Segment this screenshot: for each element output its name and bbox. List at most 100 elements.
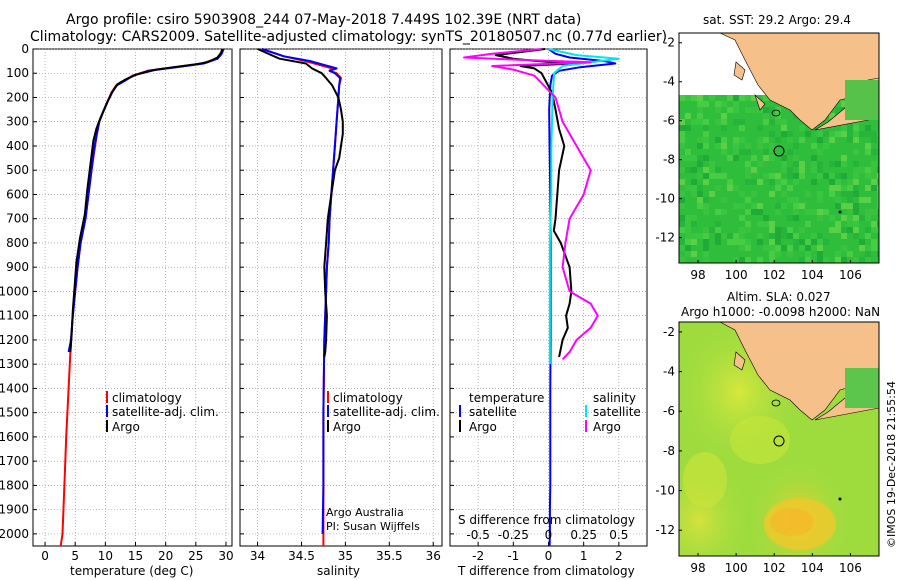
salinity-axis-label: salinity bbox=[317, 564, 360, 578]
lat-tick-label: -2 bbox=[663, 325, 675, 339]
x-tick-label: 2 bbox=[615, 549, 623, 563]
x-tick-label: 34.5 bbox=[288, 549, 315, 563]
difference-panel: -2 -1 0 1 2 -0.5 -0.25 0 0.25 0.5 T difference f… bbox=[449, 48, 648, 578]
x-tick-label: -1 bbox=[507, 549, 519, 563]
series-line-satellite-adj-clim- bbox=[67, 48, 225, 353]
x-tick-label: 34 bbox=[250, 549, 265, 563]
difference-legend: temperature satellite Argo salinity sate… bbox=[459, 391, 641, 434]
depth-tick-label: 1200 bbox=[0, 333, 29, 347]
lat-tick-label: -8 bbox=[663, 444, 675, 458]
lat-tick-label: -8 bbox=[663, 153, 675, 167]
lat-tick-label: -6 bbox=[663, 114, 675, 128]
legend-climatology-s: climatology bbox=[333, 391, 403, 405]
series-line-s-satellite bbox=[548, 48, 620, 365]
depth-tick-label: 600 bbox=[6, 187, 29, 201]
header-line-2: Climatology: CARS2009. Satellite-adjuste… bbox=[30, 29, 667, 45]
s-difference-axis-label: S difference from climatology bbox=[458, 513, 635, 527]
sla-map: Altim. SLA: 0.027 Argo h1000: -0.0098 h2… bbox=[655, 290, 880, 575]
imos-watermark: ©IMOS 19-Dec-2018 21:55:54 bbox=[885, 381, 898, 548]
s-tick-label: 0 bbox=[545, 528, 553, 542]
depth-tick-label: 0 bbox=[21, 42, 29, 56]
depth-tick-label: 1100 bbox=[0, 309, 29, 323]
s-tick-label: 0.25 bbox=[570, 528, 597, 542]
x-tick-label: 20 bbox=[158, 549, 173, 563]
depth-tick-label: 800 bbox=[6, 236, 29, 250]
sla-map-title-1: Altim. SLA: 0.027 bbox=[727, 290, 831, 304]
x-tick-label: 25 bbox=[188, 549, 203, 563]
lon-tick-label: 100 bbox=[725, 561, 748, 575]
x-tick-label: 0 bbox=[545, 549, 553, 563]
depth-tick-label: 1300 bbox=[0, 357, 29, 371]
x-tick-label: 36 bbox=[426, 549, 441, 563]
series-line-climatology bbox=[261, 48, 342, 546]
sla-field bbox=[679, 322, 879, 556]
lon-tick-label: 104 bbox=[801, 268, 824, 282]
depth-tick-label: 2000 bbox=[0, 527, 29, 541]
depth-tick-label: 1500 bbox=[0, 406, 29, 420]
depth-tick-label: 1900 bbox=[0, 503, 29, 517]
legend-climatology: climatology bbox=[112, 391, 182, 405]
lon-tick-label: 98 bbox=[690, 561, 705, 575]
sst-map-lon-ticks: 98 100 102 104 106 bbox=[690, 260, 862, 282]
legend-s-satellite: satellite bbox=[593, 405, 641, 419]
depth-tick-label: 1700 bbox=[0, 454, 29, 468]
lon-tick-label: 102 bbox=[763, 561, 786, 575]
depth-tick-label: 900 bbox=[6, 260, 29, 274]
x-tick-label: 15 bbox=[128, 549, 143, 563]
sst-field bbox=[679, 33, 879, 263]
x-tick-label: 0 bbox=[41, 549, 49, 563]
sst-map-title: sat. SST: 29.2 Argo: 29.4 bbox=[703, 13, 851, 27]
sla-map-title-2: Argo h1000: -0.0098 h2000: NaN bbox=[681, 305, 880, 319]
lon-tick-label: 106 bbox=[839, 268, 862, 282]
sst-map-lat-ticks: -2 -4 -6 -8 -10 -12 bbox=[655, 36, 682, 245]
legend-temperature-title: temperature bbox=[469, 391, 544, 405]
x-tick-label: 10 bbox=[98, 549, 113, 563]
header-line-1: Argo profile: csiro 5903908_244 07-May-2… bbox=[66, 12, 581, 28]
legend-s-argo: Argo bbox=[593, 420, 621, 434]
t-diff-tick-labels: -2 -1 0 1 2 bbox=[472, 549, 623, 563]
depth-tick-label: 1000 bbox=[0, 284, 29, 298]
sst-map: sat. SST: 29.2 Argo: 29.4 98 100 102 104 106… bbox=[655, 13, 880, 282]
series-line-satellite-adj-clim- bbox=[261, 48, 342, 534]
series-line-s-argo bbox=[463, 48, 599, 360]
x-tick-label: 35 bbox=[338, 549, 353, 563]
series-line-argo bbox=[257, 48, 344, 358]
x-tick-label: 1 bbox=[580, 549, 588, 563]
x-tick-label: -2 bbox=[472, 549, 484, 563]
lon-tick-label: 98 bbox=[690, 268, 705, 282]
legend-salinity-title: salinity bbox=[593, 391, 636, 405]
series-line-t-satellite bbox=[547, 48, 617, 547]
s-tick-label: -0.5 bbox=[466, 528, 489, 542]
argo-float-marker-sla bbox=[773, 435, 785, 447]
lat-tick-label: -10 bbox=[655, 484, 675, 498]
s-tick-label: -0.25 bbox=[498, 528, 529, 542]
lat-tick-label: -10 bbox=[655, 192, 675, 206]
s-tick-label: 0.5 bbox=[609, 528, 628, 542]
series-line-climatology bbox=[59, 48, 224, 547]
depth-tick-label: 300 bbox=[6, 115, 29, 129]
legend-argo: Argo bbox=[112, 420, 140, 434]
lat-tick-label: -4 bbox=[663, 75, 675, 89]
lat-tick-label: -12 bbox=[655, 231, 675, 245]
salinity-panel: 34 34.5 35 35.5 36 salinity climatology sate… bbox=[239, 48, 443, 578]
legend-argo-s: Argo bbox=[333, 420, 361, 434]
credit-line-2: PI: Susan Wijffels bbox=[326, 520, 420, 533]
x-tick-label: 35.5 bbox=[376, 549, 403, 563]
depth-tick-label: 400 bbox=[6, 139, 29, 153]
depth-tick-label: 100 bbox=[6, 66, 29, 80]
temperature-legend: climatology satellite-adj. clim. Argo bbox=[106, 391, 219, 434]
sla-map-lat-ticks: -2 -4 -6 -8 -10 -12 bbox=[655, 325, 682, 537]
salinity-tick-labels: 34 34.5 35 35.5 36 bbox=[250, 549, 441, 563]
depth-tick-label: 1800 bbox=[0, 478, 29, 492]
series-line-t-argo bbox=[494, 48, 575, 358]
lon-tick-label: 104 bbox=[801, 561, 824, 575]
lat-tick-label: -4 bbox=[663, 365, 675, 379]
temperature-tick-labels: 0 5 10 15 20 25 30 bbox=[41, 549, 233, 563]
salinity-legend: climatology satellite-adj. clim. Argo bbox=[327, 391, 440, 434]
legend-t-argo: Argo bbox=[469, 420, 497, 434]
x-tick-label: 5 bbox=[71, 549, 79, 563]
depth-tick-label: 1400 bbox=[0, 381, 29, 395]
lon-tick-label: 102 bbox=[763, 268, 786, 282]
depth-tick-label: 1600 bbox=[0, 430, 29, 444]
